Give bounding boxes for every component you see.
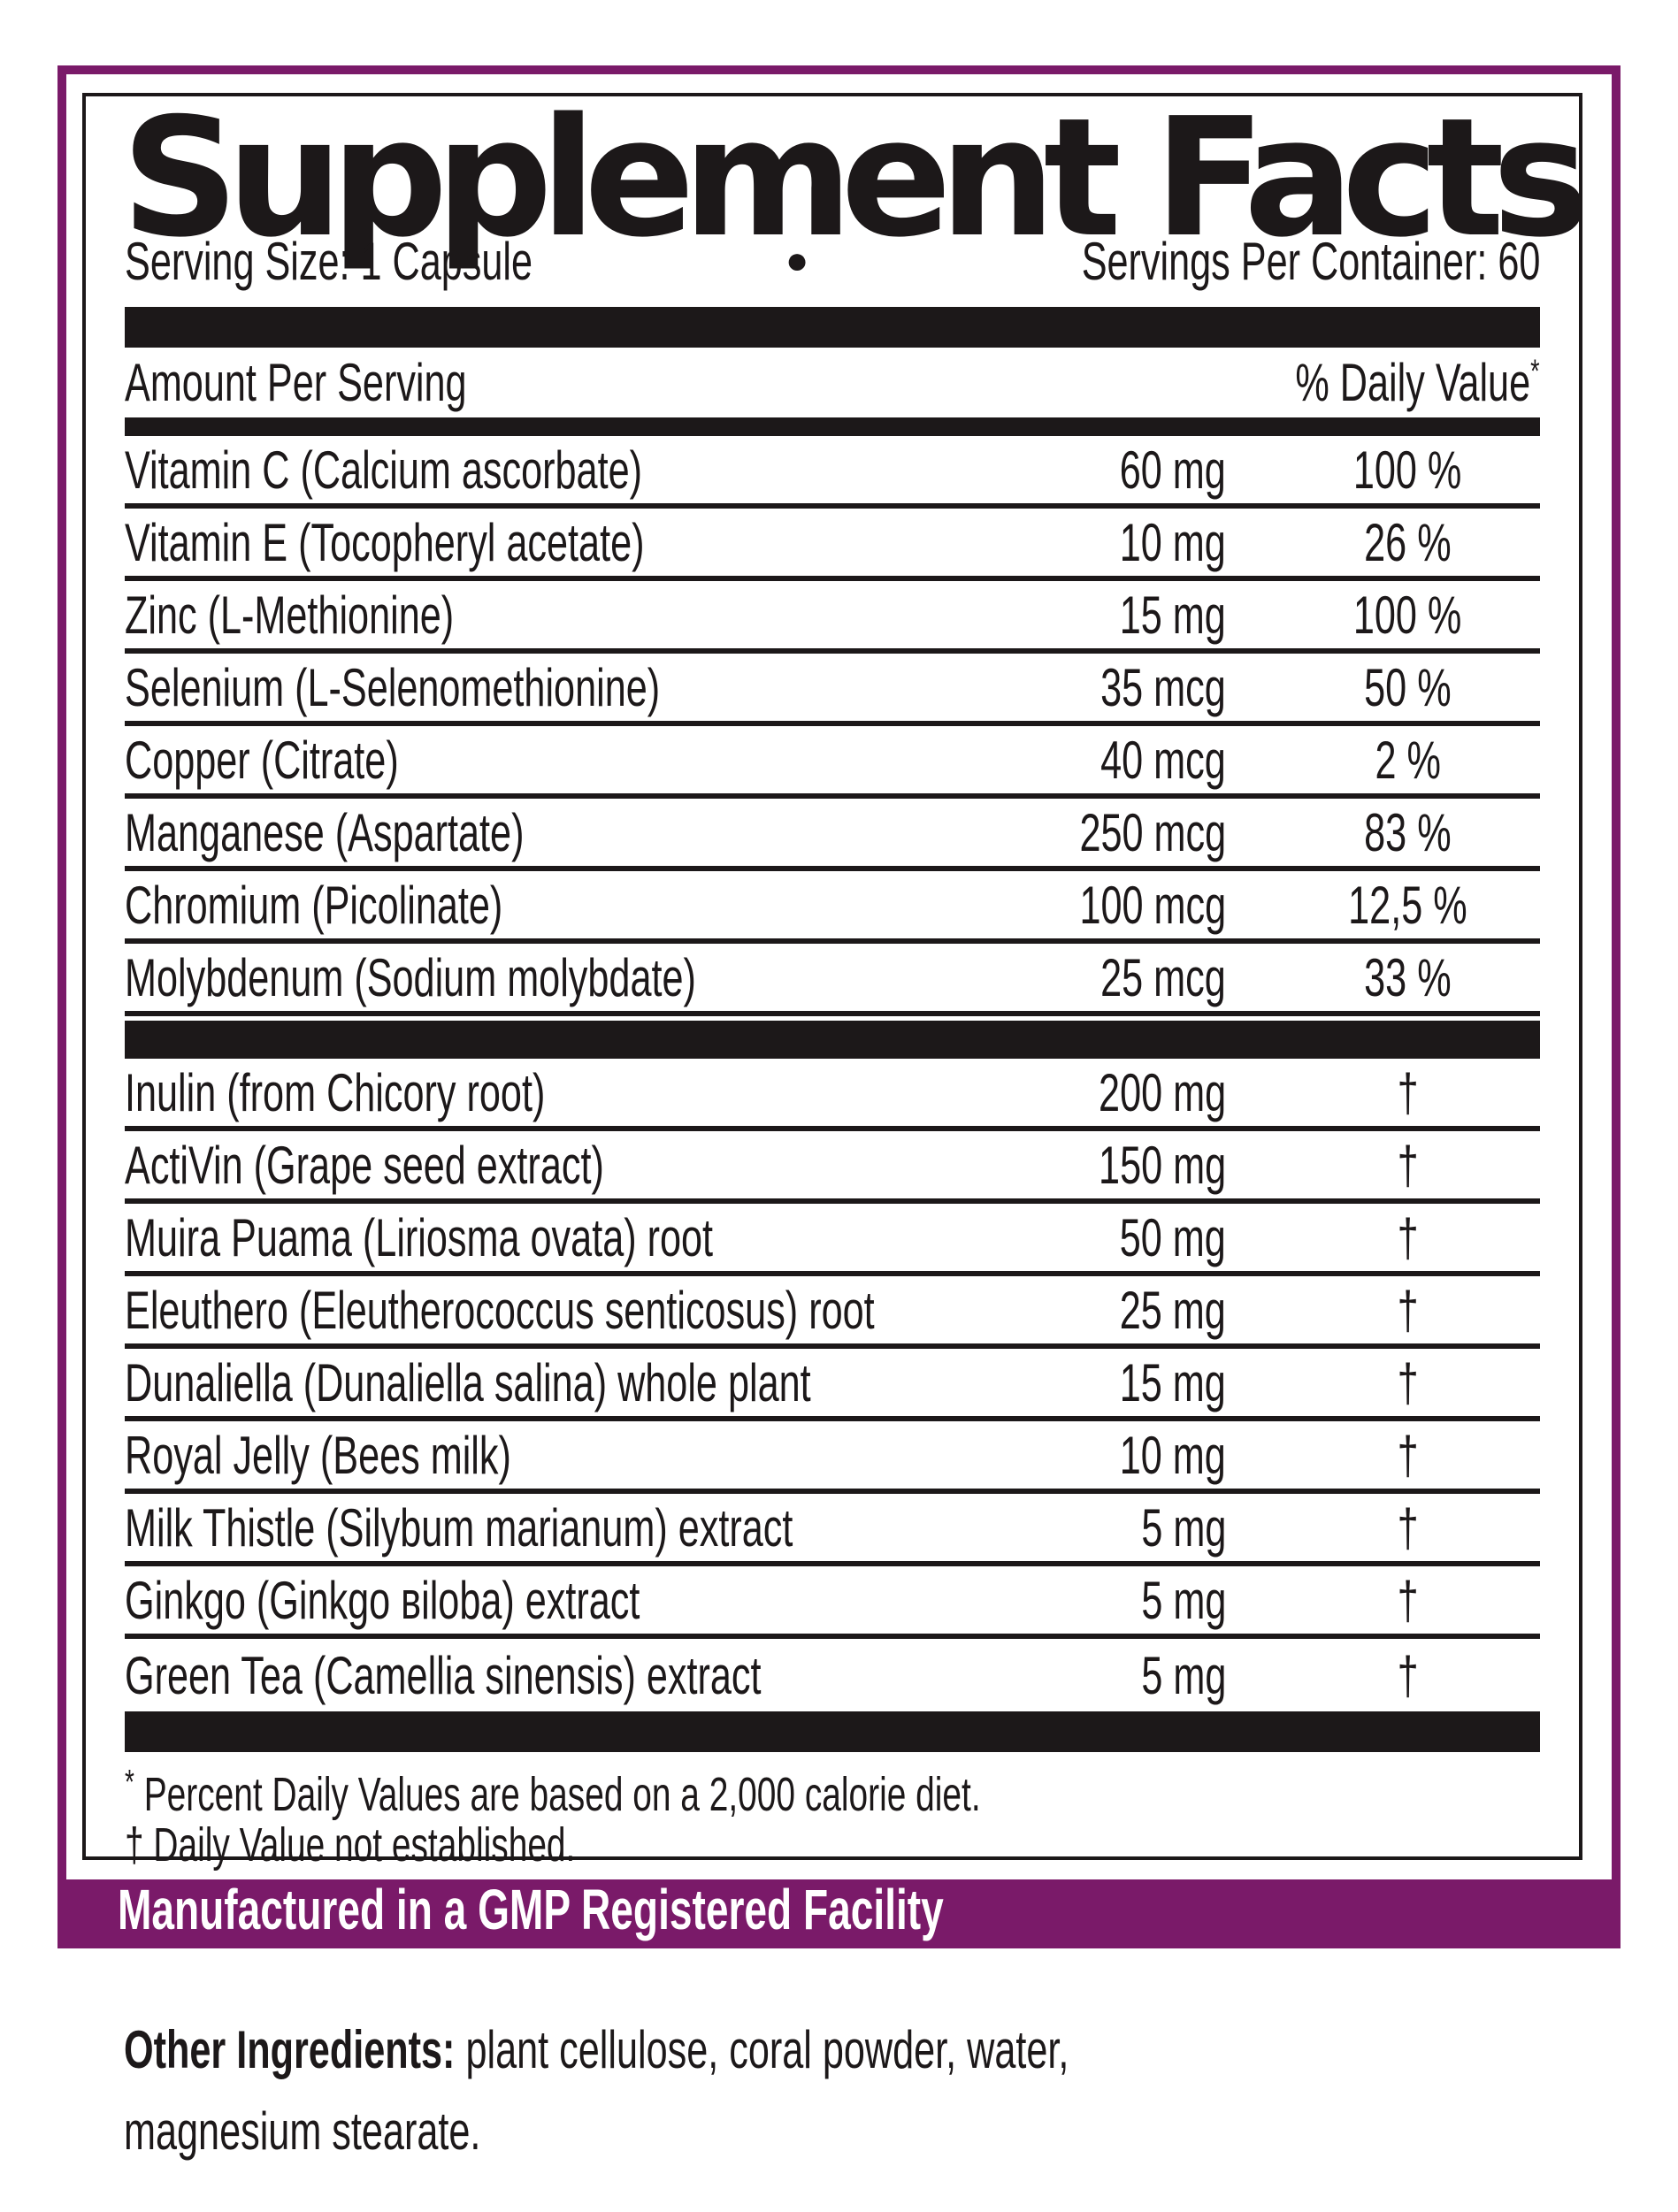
ingredient-daily-value: 83 % [1364, 802, 1452, 862]
ingredient-daily-value: † [1397, 1352, 1419, 1412]
ingredient-amount: 15 mg [1119, 1352, 1226, 1412]
ingredient-daily-value: † [1397, 1280, 1419, 1340]
amount-per-serving-header: Amount Per Serving [125, 353, 467, 412]
divider-bar-top [125, 307, 1540, 348]
table-row: Royal Jelly (Bees milk) 10 mg † [125, 1421, 1540, 1494]
ingredient-name: Vitamin C (Calcium ascorbate) [125, 440, 642, 500]
ingredient-amount: 100 mcg [1079, 875, 1226, 935]
table-row: ActiVin (Grape seed extract) 150 mg † [125, 1131, 1540, 1204]
table-row: Molybdenum (Sodium molybdate) 25 mcg 33 … [125, 944, 1540, 1016]
table-row: Vitamin E (Tocopheryl acetate) 10 mg 26 … [125, 509, 1540, 581]
table-row: Chromium (Picolinate) 100 mcg 12,5 % [125, 871, 1540, 944]
separator-bullet-icon: ● [785, 239, 809, 282]
ingredient-name: Muira Puama (Liriosma ovata) root [125, 1207, 714, 1267]
ingredient-daily-value: † [1397, 1425, 1419, 1485]
ingredient-name: Green Tea (Camellia sinensis) extract [125, 1645, 762, 1705]
ingredient-name: Dunaliella (Dunaliella salina) whole pla… [125, 1352, 811, 1412]
table-row: Ginkgo (Ginkgo вiloba) extract 5 mg † [125, 1566, 1540, 1639]
ingredient-name: Eleuthero (Eleutherococcus senticosus) r… [125, 1280, 875, 1340]
ingredient-daily-value: † [1397, 1062, 1419, 1122]
ingredient-daily-value: † [1397, 1135, 1419, 1195]
footnote-daily-value: * Percent Daily Values are based on a 2,… [125, 1764, 981, 1821]
other-ingredients: Other Ingredients: plant cellulose, cora… [124, 2009, 1181, 2172]
page-title: Supplement Facts [121, 82, 1590, 273]
ingredient-amount: 5 mg [1140, 1645, 1226, 1705]
ingredient-daily-value: 100 % [1353, 440, 1462, 500]
ingredient-name: Selenium (L-Selenomethionine) [125, 657, 661, 717]
table-row: Eleuthero (Eleutherococcus senticosus) r… [125, 1276, 1540, 1349]
table-row: Copper (Citrate) 40 mcg 2 % [125, 726, 1540, 799]
ingredient-name: Ginkgo (Ginkgo вiloba) extract [125, 1570, 640, 1630]
ingredient-amount: 35 mcg [1100, 657, 1226, 717]
table-row: Manganese (Aspartate) 250 mcg 83 % [125, 799, 1540, 871]
table-row: Muira Puama (Liriosma ovata) root 50 mg … [125, 1204, 1540, 1276]
asterisk-mark: * [125, 1764, 134, 1802]
ingredient-amount: 10 mg [1119, 1425, 1226, 1485]
footnotes: * Percent Daily Values are based on a 2,… [125, 1757, 1540, 1871]
ingredient-daily-value: † [1397, 1645, 1419, 1705]
ingredient-daily-value: 33 % [1364, 947, 1452, 1007]
ingredient-daily-value: † [1397, 1570, 1419, 1630]
ingredient-name: Manganese (Aspartate) [125, 802, 525, 862]
table-row: Milk Thistle (Silybum marianum) extract … [125, 1494, 1540, 1566]
ingredient-name: Chromium (Picolinate) [125, 875, 503, 935]
ingredient-name: Zinc (L-Methionine) [125, 585, 455, 645]
table-header-row: Amount Per Serving % Daily Value* [125, 348, 1540, 417]
ingredient-amount: 25 mg [1119, 1280, 1226, 1340]
other-ingredients-text: plant cellulose, coral powder, water, ma… [124, 2020, 1069, 2161]
ingredient-name: ActiVin (Grape seed extract) [125, 1135, 604, 1195]
ingredient-daily-value: 50 % [1364, 657, 1452, 717]
daily-value-asterisk: * [1530, 352, 1540, 389]
ingredient-amount: 150 mg [1098, 1135, 1226, 1195]
ingredient-name: Copper (Citrate) [125, 730, 399, 790]
ingredient-amount: 5 mg [1140, 1570, 1226, 1630]
divider-bar-header [125, 417, 1540, 436]
ingredient-daily-value: 26 % [1364, 512, 1452, 572]
ingredient-amount: 25 mcg [1100, 947, 1226, 1007]
ingredient-daily-value: 100 % [1353, 585, 1462, 645]
ingredient-amount: 15 mg [1119, 585, 1226, 645]
table-row: Dunaliella (Dunaliella salina) whole pla… [125, 1349, 1540, 1421]
nutrients-section: Vitamin C (Calcium ascorbate) 60 mg 100 … [125, 436, 1540, 1016]
dagger-mark: † [125, 1818, 144, 1871]
ingredient-amount: 40 mcg [1100, 730, 1226, 790]
supplement-facts-panel: Supplement Facts Serving Size: 1 Capsule… [82, 82, 1590, 1871]
ingredient-name: Milk Thistle (Silybum marianum) extract [125, 1497, 793, 1558]
table-row: Zinc (L-Methionine) 15 mg 100 % [125, 581, 1540, 654]
ingredient-amount: 250 mcg [1079, 802, 1226, 862]
ingredient-name: Molybdenum (Sodium molybdate) [125, 947, 696, 1007]
serving-size-label: Serving Size: 1 Capsule [125, 231, 533, 291]
daily-value-header: % Daily Value* [1295, 352, 1540, 412]
ingredient-daily-value: † [1397, 1497, 1419, 1558]
gmp-banner-text: Manufactured in a GMP Registered Facilit… [118, 1878, 944, 1941]
ingredient-amount: 200 mg [1098, 1062, 1226, 1122]
footnote-not-established: † Daily Value not established. [125, 1818, 576, 1871]
ingredient-daily-value: 12,5 % [1348, 875, 1467, 935]
serving-info-row: Serving Size: 1 Capsule ● Servings Per C… [125, 232, 1540, 291]
ingredient-amount: 10 mg [1119, 512, 1226, 572]
other-ingredients-label: Other Ingredients: [124, 2020, 456, 2079]
ingredient-name: Inulin (from Chicory root) [125, 1062, 546, 1122]
ingredient-amount: 5 mg [1140, 1497, 1226, 1558]
ingredient-amount: 60 mg [1119, 440, 1226, 500]
ingredient-daily-value: 2 % [1375, 730, 1441, 790]
label-frame: Supplement Facts Serving Size: 1 Capsule… [57, 65, 1621, 1948]
servings-per-container-label: Servings Per Container: 60 [1081, 231, 1540, 291]
ingredient-daily-value: † [1397, 1207, 1419, 1267]
ingredient-amount: 50 mg [1119, 1207, 1226, 1267]
table-row: Vitamin C (Calcium ascorbate) 60 mg 100 … [125, 436, 1540, 509]
table-row: Selenium (L-Selenomethionine) 35 mcg 50 … [125, 654, 1540, 726]
gmp-banner: Manufactured in a GMP Registered Facilit… [66, 1879, 1612, 1940]
ingredient-name: Vitamin E (Tocopheryl acetate) [125, 512, 645, 572]
divider-bar-bottom [125, 1711, 1540, 1752]
botanicals-section: Inulin (from Chicory root) 200 mg † Acti… [125, 1059, 1540, 1711]
table-row: Inulin (from Chicory root) 200 mg † [125, 1059, 1540, 1131]
ingredient-name: Royal Jelly (Bees milk) [125, 1425, 511, 1485]
divider-bar-middle [125, 1021, 1540, 1059]
table-row: Green Tea (Camellia sinensis) extract 5 … [125, 1639, 1540, 1711]
